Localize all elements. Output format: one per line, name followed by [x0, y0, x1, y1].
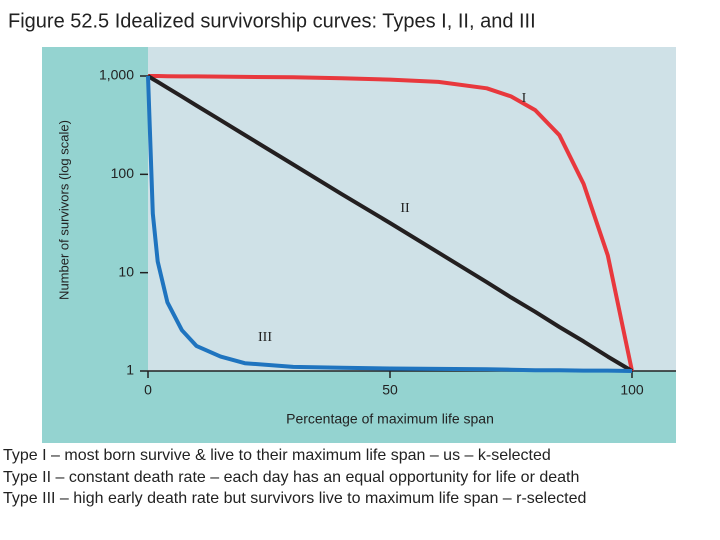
x-axis-label: Percentage of maximum life span [286, 411, 494, 427]
survivorship-curve [148, 74, 634, 372]
slide-title: Figure 52.5 Idealized survivorship curve… [8, 10, 536, 32]
caption-line: Type II – constant death rate – each day… [3, 469, 579, 486]
curve-label: II [400, 201, 410, 216]
caption-line: Type I – most born survive & live to the… [3, 447, 551, 464]
y-axis-label: Number of survivors (log scale) [56, 120, 71, 300]
x-tick-label: 50 [382, 382, 398, 398]
x-tick-label: 0 [144, 382, 152, 398]
y-tick-label: 1 [126, 362, 134, 378]
survivorship-curve [146, 75, 633, 373]
survivorship-curve [146, 74, 634, 373]
y-tick-label: 100 [111, 165, 135, 181]
x-tick-label: 100 [620, 382, 644, 398]
plot-area [148, 47, 676, 371]
caption-line: Type III – high early death rate but sur… [3, 490, 586, 507]
curve-label: III [258, 330, 272, 345]
y-tick-label: 10 [118, 263, 134, 279]
curve-label: I [522, 91, 527, 106]
y-tick-label: 1,000 [99, 67, 134, 83]
